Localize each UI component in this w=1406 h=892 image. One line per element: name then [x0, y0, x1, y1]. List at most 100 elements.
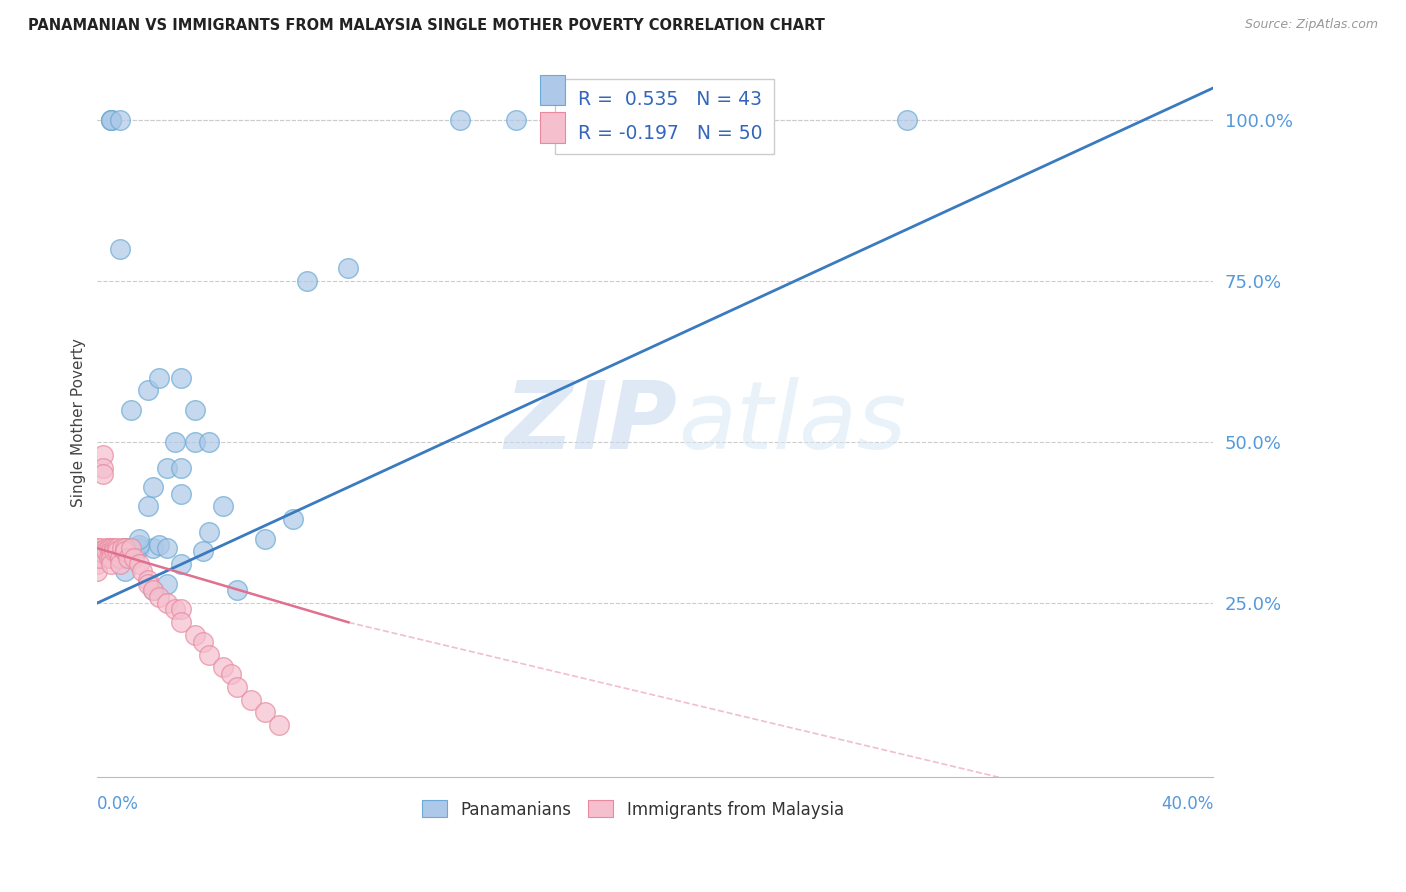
Point: [505, 113, 527, 128]
Point: [117, 550, 139, 565]
Point: [114, 550, 136, 565]
Point: [100, 113, 122, 128]
Text: R =  0.535   N = 43
  R = -0.197   N = 50: R = 0.535 N = 43 R = -0.197 N = 50: [567, 90, 762, 143]
Point: [100, 550, 122, 565]
FancyBboxPatch shape: [540, 75, 565, 105]
Point: [449, 113, 471, 128]
Point: [91, 467, 114, 482]
Point: [198, 435, 221, 450]
Point: [108, 550, 131, 565]
Point: [184, 628, 207, 642]
Point: [225, 680, 247, 694]
Point: [128, 538, 150, 552]
Point: [193, 634, 215, 648]
Point: [142, 541, 165, 556]
Point: [295, 274, 318, 288]
Point: [136, 384, 159, 398]
Point: [108, 242, 131, 256]
Point: [193, 544, 215, 558]
Point: [94, 544, 117, 558]
Point: [198, 525, 221, 540]
Point: [86, 558, 108, 572]
Point: [105, 541, 128, 556]
Point: [212, 660, 235, 674]
Point: [103, 541, 125, 556]
Point: [86, 564, 108, 578]
Point: [86, 544, 108, 558]
Point: [114, 564, 136, 578]
Point: [142, 480, 165, 494]
Point: [105, 544, 128, 558]
Point: [156, 541, 179, 556]
Point: [219, 666, 242, 681]
Text: 40.0%: 40.0%: [1161, 795, 1213, 813]
Point: [128, 558, 150, 572]
Point: [114, 541, 136, 556]
Point: [122, 550, 145, 565]
Point: [97, 550, 120, 565]
Text: atlas: atlas: [678, 377, 905, 468]
Point: [156, 576, 179, 591]
Point: [103, 544, 125, 558]
Point: [128, 541, 150, 556]
Point: [89, 544, 111, 558]
Point: [120, 541, 142, 556]
Point: [165, 602, 187, 616]
Point: [142, 583, 165, 598]
Text: 0.0%: 0.0%: [97, 795, 139, 813]
Point: [91, 448, 114, 462]
Point: [100, 113, 122, 128]
Point: [156, 460, 179, 475]
Point: [89, 541, 111, 556]
Point: [120, 541, 142, 556]
Point: [128, 532, 150, 546]
Legend: Panamanians, Immigrants from Malaysia: Panamanians, Immigrants from Malaysia: [416, 794, 851, 825]
Point: [108, 113, 131, 128]
Point: [281, 512, 304, 526]
Point: [156, 596, 179, 610]
Point: [148, 538, 170, 552]
Point: [131, 564, 153, 578]
Point: [184, 402, 207, 417]
Y-axis label: Single Mother Poverty: Single Mother Poverty: [72, 338, 86, 508]
Point: [94, 541, 117, 556]
Point: [170, 615, 193, 630]
Point: [86, 541, 108, 556]
Point: [170, 460, 193, 475]
Point: [337, 261, 360, 276]
Point: [184, 435, 207, 450]
Point: [136, 576, 159, 591]
Point: [114, 544, 136, 558]
Point: [148, 370, 170, 384]
Point: [120, 402, 142, 417]
Point: [896, 113, 918, 128]
Point: [100, 544, 122, 558]
FancyBboxPatch shape: [540, 112, 565, 143]
Point: [253, 532, 276, 546]
Text: PANAMANIAN VS IMMIGRANTS FROM MALAYSIA SINGLE MOTHER POVERTY CORRELATION CHART: PANAMANIAN VS IMMIGRANTS FROM MALAYSIA S…: [28, 18, 825, 33]
Point: [89, 550, 111, 565]
Point: [108, 558, 131, 572]
Point: [97, 541, 120, 556]
Point: [91, 460, 114, 475]
Point: [253, 706, 276, 720]
Point: [198, 648, 221, 662]
Point: [142, 583, 165, 598]
Point: [114, 541, 136, 556]
Point: [136, 574, 159, 588]
Point: [212, 500, 235, 514]
Point: [100, 113, 122, 128]
Point: [170, 486, 193, 500]
Point: [136, 500, 159, 514]
Point: [170, 370, 193, 384]
Point: [225, 583, 247, 598]
Text: ZIP: ZIP: [505, 376, 678, 468]
Text: Source: ZipAtlas.com: Source: ZipAtlas.com: [1244, 18, 1378, 31]
Point: [86, 550, 108, 565]
Point: [111, 541, 134, 556]
Point: [165, 435, 187, 450]
Point: [100, 541, 122, 556]
Point: [100, 558, 122, 572]
Point: [114, 541, 136, 556]
Point: [239, 692, 262, 706]
